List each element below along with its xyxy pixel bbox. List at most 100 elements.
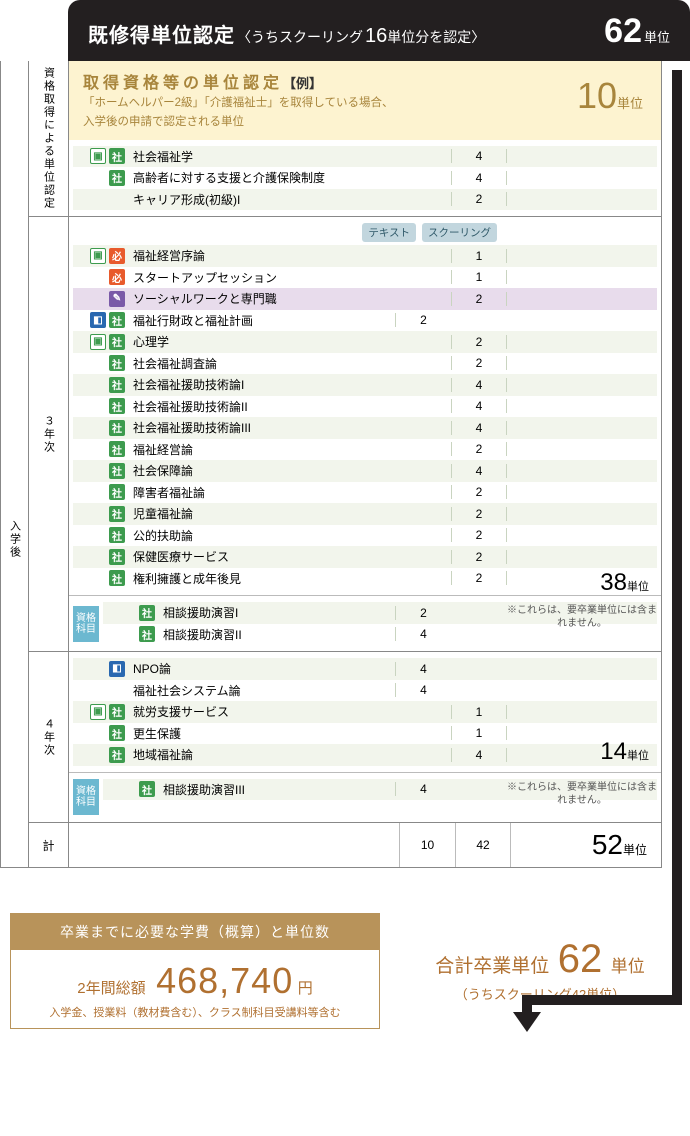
sha-icon: 社 (109, 398, 125, 414)
sha-icon: 社 (109, 334, 125, 350)
icon-col: ▣必 (73, 248, 129, 264)
text-credits: 2 (395, 313, 451, 327)
section-y4: ４年次 ◧ NPO論 4 福祉社会システム論 4 ▣社 就労支援サービス (29, 652, 662, 823)
top-value: 62 (604, 12, 642, 51)
course-name: 相談援助演習I (159, 604, 395, 621)
icon-col: 社 (73, 725, 129, 741)
course-name: 保健医療サービス (129, 548, 395, 565)
yellow-line2: 入学後の申請で認定される単位 (83, 114, 647, 131)
yellow-ex: 【例】 (283, 76, 322, 91)
course-name: 社会福祉学 (129, 148, 395, 165)
school-credits: 1 (451, 726, 507, 740)
note1: ※これらは、要卒業単位には含まれません。 (507, 604, 657, 630)
sum-line1: 合計卒業単位 62 単位 (400, 937, 680, 982)
section-qual: 資格取得による単位認定 取得資格等の単位認定【例】 「ホームヘルパー2級」「介護… (29, 61, 662, 217)
icon-col: 社 (103, 605, 159, 621)
icon-col: 社 (73, 484, 129, 500)
text-credits: 4 (395, 627, 451, 641)
yellow-line1: 「ホームヘルパー2級」「介護福祉士」を取得している場合、 (83, 95, 647, 112)
school-credits: 4 (451, 464, 507, 478)
school-credits: 1 (451, 270, 507, 284)
course-name: 社会福祉援助技術論II (129, 398, 395, 415)
school-credits: 4 (451, 421, 507, 435)
icon-col: 社 (73, 355, 129, 371)
course-row: 社 社会福祉援助技術論III 4 (73, 417, 657, 439)
course-row: ▣社 社会福祉学 4 (73, 146, 657, 168)
pc-icon: ▣ (90, 148, 106, 164)
table-s2: ▣必 福祉経営序論 1 必 スタートアップセッション 1 ✎ ソーシャルワークと… (73, 245, 657, 589)
s2-unit: 38単位 (600, 569, 649, 597)
course-row: 社 更生保護 1 (73, 723, 657, 745)
course-row: 社 地域福祉論 4 (73, 744, 657, 766)
icon-col: 社 (73, 377, 129, 393)
rail-empty (1, 61, 28, 211)
course-name: 社会福祉調査論 (129, 355, 395, 372)
school-credits: 2 (451, 571, 507, 585)
school-credits: 2 (451, 550, 507, 564)
sha-icon: 社 (109, 704, 125, 720)
page-root: 既修得単位認定 〈うちスクーリング 16 単位分を認定〉 62 単位 入学後 資… (0, 0, 690, 1029)
icon-col: ▣社 (73, 334, 129, 350)
course-row: キャリア形成(初級)I 2 (73, 189, 657, 211)
school-credits: 4 (451, 378, 507, 392)
school-credits: 2 (451, 485, 507, 499)
course-row: 社 社会福祉援助技術論II 4 (73, 396, 657, 418)
content: 資格取得による単位認定 取得資格等の単位認定【例】 「ホームヘルパー2級」「介護… (29, 61, 662, 867)
arrow-vertical (672, 70, 682, 1000)
sha-icon: 社 (109, 549, 125, 565)
icon-col: 社 (73, 398, 129, 414)
icon-col: 社 (103, 626, 159, 642)
text-credits: 4 (395, 782, 451, 796)
school-credits: 2 (451, 292, 507, 306)
key-icon: ✎ (109, 291, 125, 307)
sha-icon: 社 (109, 484, 125, 500)
sha-icon: 社 (109, 441, 125, 457)
course-name: 社会福祉援助技術論I (129, 376, 395, 393)
note2: ※これらは、要卒業単位には含まれません。 (507, 781, 657, 807)
top-unit: 単位 (644, 27, 670, 46)
yellow-value: 10単位 (577, 75, 643, 117)
text-credits: 4 (395, 662, 451, 676)
course-row: ▣社 心理学 2 (73, 331, 657, 353)
table-s3-wrap: ◧ NPO論 4 福祉社会システム論 4 ▣社 就労支援サービス 1 (69, 652, 661, 772)
sha-icon: 社 (109, 527, 125, 543)
icon-col: 社 (103, 781, 159, 797)
school-credits: 2 (451, 442, 507, 456)
course-row: 社 公的扶助論 2 (73, 525, 657, 547)
course-name: 福祉行財政と福祉計画 (129, 312, 395, 329)
course-name: 更生保護 (129, 725, 395, 742)
sha-icon: 社 (109, 506, 125, 522)
top-sub: 〈うちスクーリング (237, 27, 363, 47)
totals-big: 52単位 (511, 829, 661, 861)
course-name: 就労支援サービス (129, 703, 395, 720)
sk-badge-1: 資格科目 (73, 606, 99, 642)
icon-col: 社 (73, 747, 129, 763)
school-credits: 4 (451, 399, 507, 413)
course-name: 福祉経営序論 (129, 247, 395, 264)
section-y4-body: ◧ NPO論 4 福祉社会システム論 4 ▣社 就労支援サービス 1 (69, 652, 661, 822)
sha-icon: 社 (139, 781, 155, 797)
school-credits: 4 (451, 149, 507, 163)
school-credits: 4 (451, 748, 507, 762)
sk-badge-2: 資格科目 (73, 779, 99, 815)
school-credits: 2 (451, 356, 507, 370)
course-row: ✎ ソーシャルワークと専門職 2 (73, 288, 657, 310)
course-row: 社 社会保障論 4 (73, 460, 657, 482)
school-credits: 2 (451, 507, 507, 521)
top-title: 既修得単位認定 (88, 19, 235, 48)
course-row: 社 児童福祉論 2 (73, 503, 657, 525)
course-row: 社 障害者福祉論 2 (73, 482, 657, 504)
course-name: NPO論 (129, 660, 395, 677)
sha-icon: 社 (109, 355, 125, 371)
course-row: 社 高齢者に対する支援と介護保険制度 4 (73, 167, 657, 189)
yellow-header: 取得資格等の単位認定【例】 「ホームヘルパー2級」「介護福祉士」を取得している場… (69, 61, 661, 140)
icon-col: 社 (73, 570, 129, 586)
hi-icon: 必 (109, 269, 125, 285)
main-table: 入学後 資格取得による単位認定 取得資格等の単位認定【例】 「ホームヘルパー2級… (0, 61, 662, 868)
sha-icon: 社 (109, 725, 125, 741)
sha-icon: 社 (109, 420, 125, 436)
course-name: 福祉経営論 (129, 441, 395, 458)
course-name: 児童福祉論 (129, 505, 395, 522)
pc-icon: ▣ (90, 248, 106, 264)
course-name: 権利擁護と成年後見 (129, 570, 395, 587)
